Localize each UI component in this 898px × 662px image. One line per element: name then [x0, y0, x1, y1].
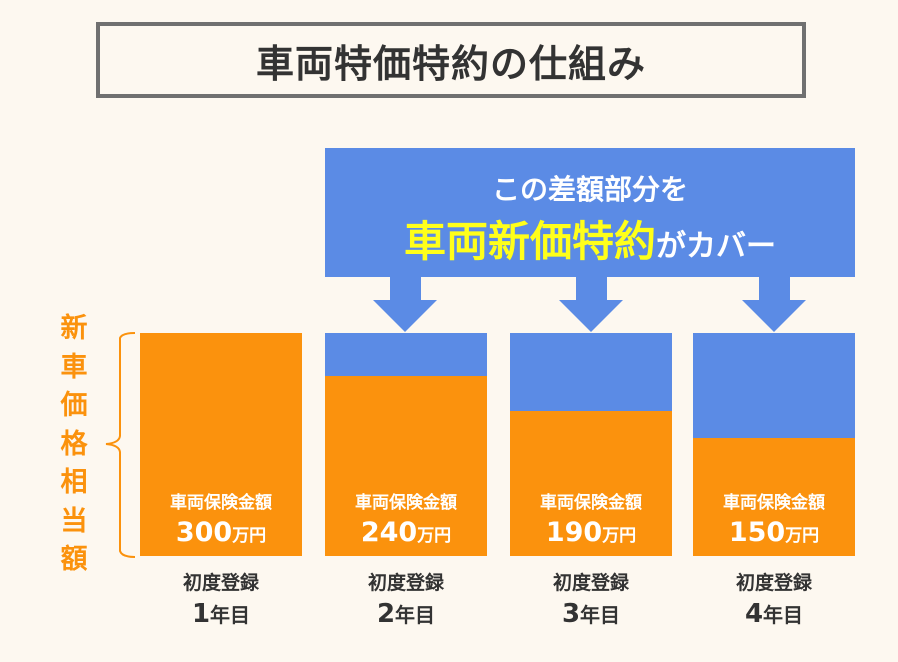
registration-label: 初度登録 [552, 572, 629, 594]
arrow-down-icon [373, 276, 437, 332]
title-box: 車両特価特約の仕組み [96, 22, 806, 98]
year-suffix: 年目 [395, 603, 436, 627]
registration-label: 初度登録 [182, 572, 259, 594]
insured-amount-label: 車両保険金額 [355, 493, 457, 513]
insured-amount-value: 150 [728, 517, 786, 548]
insured-amount-value: 240 [360, 517, 418, 548]
coverage-gap [325, 333, 487, 376]
year-number: 1 [191, 599, 211, 629]
callout-line1: この差額部分を [491, 173, 688, 206]
side-label-char: 当 [60, 505, 88, 537]
year-suffix: 年目 [580, 603, 621, 627]
side-label-char: 格 [60, 428, 88, 460]
coverage-gap [693, 333, 855, 438]
new-car-price-label: 新 車 価 格 相 当 額 [54, 310, 94, 580]
amount-unit: 万円 [602, 526, 637, 546]
bar-label: 車両保険金額 190万円 [510, 488, 672, 548]
insured-amount-label: 車両保険金額 [170, 493, 272, 513]
callout-highlight: 車両新価特約 [403, 217, 656, 266]
bar-label: 車両保険金額 240万円 [325, 488, 487, 548]
year-suffix: 年目 [763, 603, 804, 627]
bar-year-4: 車両保険金額 150万円 [693, 333, 855, 556]
amount-unit: 万円 [232, 526, 267, 546]
year-number: 3 [561, 599, 581, 629]
insured-amount-value: 300 [175, 517, 233, 548]
amount-unit: 万円 [417, 526, 452, 546]
registration-label: 初度登録 [367, 572, 444, 594]
side-label-char: 価 [60, 390, 88, 421]
year-label: 初度登録 3年目 [510, 568, 672, 629]
year-label: 初度登録 1年目 [140, 568, 302, 629]
bar-year-1: 車両保険金額 300万円 [140, 333, 302, 556]
callout-suffix: がカバー [656, 229, 776, 264]
insured-amount-label: 車両保険金額 [723, 493, 825, 513]
bar-year-3: 車両保険金額 190万円 [510, 333, 672, 556]
year-number: 4 [744, 599, 764, 629]
bar-label: 車両保険金額 150万円 [693, 488, 855, 548]
side-label-char: 相 [60, 467, 88, 498]
side-label-char: 車 [60, 351, 88, 383]
coverage-callout: この差額部分を 車両新価特約がカバー [325, 148, 855, 277]
bar-year-2: 車両保険金額 240万円 [325, 333, 487, 556]
side-label-char: 新 [60, 313, 88, 344]
year-label: 初度登録 2年目 [325, 568, 487, 629]
registration-label: 初度登録 [735, 572, 812, 594]
arrow-down-icon [559, 276, 623, 332]
curly-brace-icon [105, 332, 136, 558]
page-title: 車両特価特約の仕組み [255, 41, 646, 86]
year-suffix: 年目 [210, 603, 251, 627]
insured-amount-label: 車両保険金額 [540, 493, 642, 513]
side-label-char: 額 [60, 544, 88, 575]
bar-label: 車両保険金額 300万円 [140, 488, 302, 548]
callout-line2: 車両新価特約がカバー [325, 208, 855, 269]
year-number: 2 [376, 599, 396, 629]
insured-amount-value: 190 [545, 517, 603, 548]
amount-unit: 万円 [785, 526, 820, 546]
coverage-gap [510, 333, 672, 411]
year-label: 初度登録 4年目 [693, 568, 855, 629]
arrow-down-icon [742, 276, 806, 332]
